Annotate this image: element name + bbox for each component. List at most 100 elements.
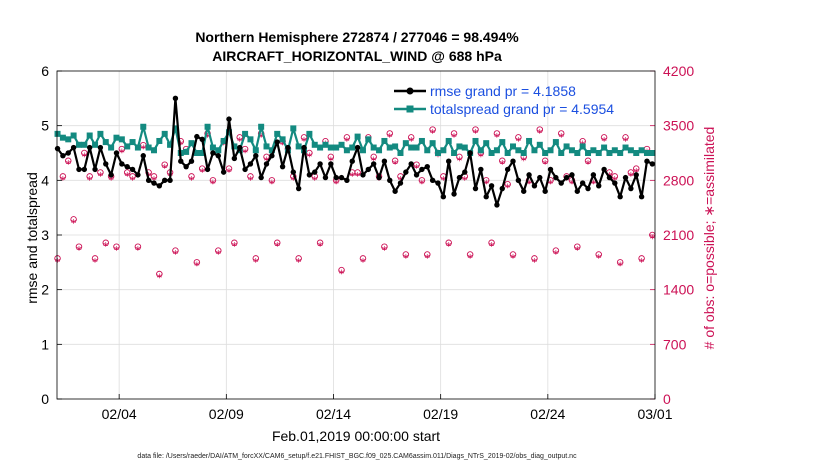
totalspread-point: [290, 125, 297, 132]
obs-possible-point: [316, 239, 324, 247]
obs-assimilated-point: *: [585, 158, 591, 171]
totalspread-point: [627, 147, 634, 154]
obs-assimilated-point: *: [537, 127, 543, 140]
totalspread-point: [429, 140, 436, 147]
obs-assimilated-point: *: [457, 154, 463, 167]
totalspread-point: [113, 134, 120, 141]
obs-possible-point: [343, 134, 351, 141]
obs-possible-point: [509, 251, 517, 258]
obs-possible-point: [172, 247, 179, 254]
obs-possible-point: [407, 134, 415, 141]
rmse-point: [76, 166, 82, 173]
rmse-point: [628, 185, 634, 192]
totalspread-point: [134, 144, 141, 151]
obs-possible-point: [215, 247, 222, 254]
obs-possible-point: [236, 134, 243, 141]
rmse-point: [633, 172, 639, 178]
totalspread-point: [370, 144, 377, 151]
totalspread-point: [81, 141, 88, 148]
obs-assimilated-point: *: [296, 256, 302, 269]
totalspread-point: [402, 140, 409, 147]
rmse-line: [56, 97, 653, 207]
obs-assimilated-point: *: [124, 170, 130, 183]
obs-possible-point: [600, 134, 608, 141]
obs-assimilated-point: *: [617, 260, 623, 273]
rmse-point: [515, 177, 522, 184]
obs-assimilated-point: *: [451, 131, 457, 144]
totalspread-point: [118, 136, 125, 143]
totalspread-point: [188, 140, 195, 147]
rmse-point: [349, 158, 355, 164]
legend-rmse-label: rmse grand pr = 4.1858: [430, 83, 576, 99]
rmse-point: [478, 166, 484, 173]
obs-assimilated-point: *: [162, 162, 168, 175]
obs-assimilated-point: *: [526, 178, 532, 191]
rmse-point: [558, 180, 564, 186]
obs-assimilated-point: *: [242, 147, 248, 160]
totalspread-point: [183, 148, 190, 155]
totalspread-point: [242, 130, 249, 137]
rmse-point: [446, 158, 452, 164]
obs-possible-point: [611, 173, 619, 180]
rmse-point: [392, 188, 398, 194]
totalspread-point: [108, 144, 115, 151]
rmse-point: [156, 183, 163, 189]
y2-tick-label: 4200: [663, 63, 694, 79]
totalspread-point: [129, 139, 136, 146]
obs-possible-point: [268, 177, 276, 184]
rmse-point: [521, 188, 527, 194]
obs-assimilated-point: *: [569, 178, 575, 191]
obs-possible-point: [65, 157, 72, 165]
rmse-point: [81, 166, 88, 173]
obs-assimilated-point: *: [92, 256, 98, 269]
obs-assimilated-point: *: [462, 174, 468, 187]
obs-possible-point: [70, 216, 77, 223]
rmse-point: [247, 161, 254, 167]
rmse-point: [381, 158, 388, 164]
obs-possible-point: [456, 153, 463, 161]
rmse-point: [462, 169, 468, 175]
y2-tick-label: 0: [663, 391, 671, 407]
obs-possible-point: [595, 251, 602, 258]
totalspread-point: [86, 132, 93, 139]
rmse-point: [585, 185, 591, 192]
obs-assimilated-point: *: [291, 174, 297, 187]
rmse-point: [526, 172, 532, 178]
obs-possible-point: [584, 157, 592, 165]
obs-assimilated-point: *: [205, 131, 211, 144]
chart-subtitle: AIRCRAFT_HORIZONTAL_WIND @ 688 hPa: [212, 48, 502, 64]
totalspread-point: [92, 141, 99, 148]
y2-tick-label: 3500: [663, 118, 694, 134]
rmse-point: [145, 177, 152, 184]
obs-possible-point: [386, 130, 394, 137]
rmse-point: [333, 174, 339, 181]
obs-assimilated-point: *: [596, 252, 602, 265]
totalspread-point: [226, 129, 233, 136]
x-tick-label: 03/01: [637, 406, 672, 422]
obs-possible-point: [557, 130, 565, 137]
totalspread-point: [306, 130, 313, 137]
obs-possible-point: [493, 130, 501, 137]
obs-possible-point: [161, 161, 168, 168]
totalspread-point: [338, 141, 345, 148]
rmse-point: [440, 194, 447, 200]
obs-possible-point: [616, 259, 624, 266]
obs-possible-point: [150, 173, 158, 180]
totalspread-point: [477, 147, 484, 154]
rmse-point: [419, 166, 425, 173]
obs-assimilated-point: *: [87, 174, 93, 187]
rmse-point: [553, 174, 559, 181]
y2-tick-label: 700: [663, 336, 687, 352]
obs-assimilated-point: *: [301, 135, 307, 148]
obs-possible-point: [295, 255, 302, 262]
rmse-point: [226, 116, 232, 122]
totalspread-point: [638, 147, 645, 154]
obs-assimilated-point: *: [317, 240, 323, 253]
obs-assimilated-point: *: [532, 256, 538, 269]
totalspread-point: [499, 139, 506, 146]
rmse-point: [204, 166, 211, 173]
totalspread-point: [317, 144, 324, 151]
totalspread-point: [156, 137, 163, 144]
obs-possible-point: [622, 134, 629, 141]
